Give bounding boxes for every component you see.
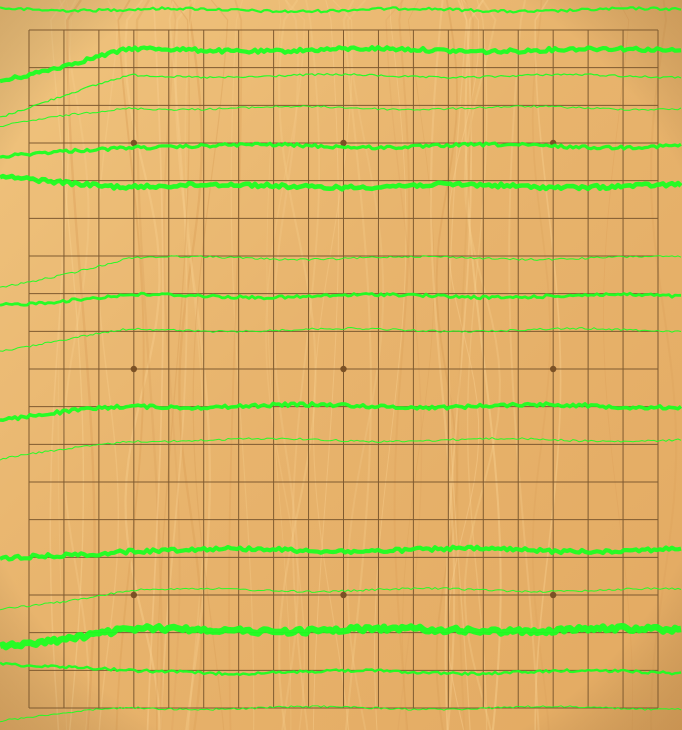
green-trace-overlay (0, 6, 682, 723)
star-point (340, 139, 347, 147)
green-trace-line (0, 401, 682, 422)
green-trace-line (0, 437, 682, 461)
green-trace-line (0, 544, 682, 562)
star-point (340, 591, 347, 599)
green-trace-line (0, 6, 682, 14)
green-trace-line (0, 327, 682, 352)
green-trace-line (0, 173, 682, 192)
green-trace-line (0, 587, 682, 611)
star-point (340, 365, 347, 373)
star-point (130, 365, 138, 373)
green-trace-line (0, 45, 682, 84)
green-trace-line (0, 291, 682, 307)
star-point (549, 365, 557, 373)
star-point (549, 591, 557, 599)
green-trace-line (0, 73, 682, 118)
green-trace-line (0, 705, 682, 723)
green-trace-line (0, 105, 682, 127)
star-point (130, 591, 138, 599)
green-trace-line (0, 661, 682, 676)
star-point (130, 139, 138, 147)
green-trace-line (0, 255, 682, 288)
green-trace-line (0, 623, 682, 651)
green-trace-line (0, 141, 682, 159)
